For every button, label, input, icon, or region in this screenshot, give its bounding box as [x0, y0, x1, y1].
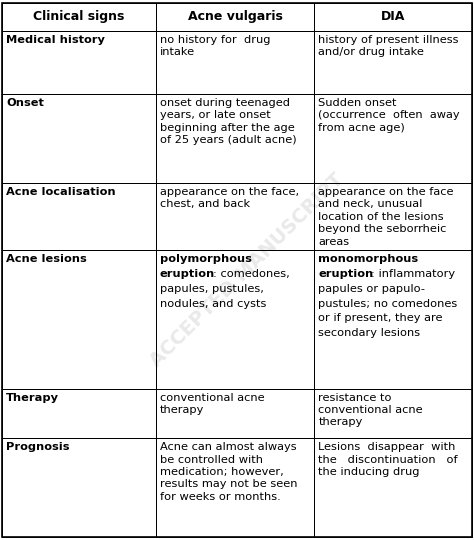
Bar	[2, 438, 155, 537]
Bar	[2, 389, 155, 438]
Bar	[155, 3, 314, 31]
Bar	[155, 31, 314, 94]
Bar	[155, 438, 314, 537]
Bar	[314, 183, 472, 250]
Bar	[155, 250, 314, 389]
Text: nodules, and cysts: nodules, and cysts	[160, 299, 266, 309]
Bar	[155, 94, 314, 183]
Bar	[314, 94, 472, 183]
Text: Acne vulgaris: Acne vulgaris	[188, 10, 283, 23]
Text: Lesions  disappear  with
the   discontinuation   of
the inducing drug: Lesions disappear with the discontinuati…	[319, 442, 458, 477]
Text: ACCEPTED MANUSCRIPT: ACCEPTED MANUSCRIPT	[146, 170, 347, 370]
Text: no history for  drug
intake: no history for drug intake	[160, 35, 270, 57]
Bar	[314, 3, 472, 31]
Text: Acne localisation: Acne localisation	[6, 187, 116, 197]
Text: appearance on the face
and neck, unusual
location of the lesions
beyond the sebo: appearance on the face and neck, unusual…	[319, 187, 454, 247]
Bar	[155, 183, 314, 250]
Bar	[2, 94, 155, 183]
Text: Prognosis: Prognosis	[6, 442, 70, 452]
Text: Acne lesions: Acne lesions	[6, 254, 87, 264]
Text: papules, pustules,: papules, pustules,	[160, 284, 264, 294]
Bar	[2, 31, 155, 94]
Text: polymorphous: polymorphous	[160, 254, 252, 264]
Text: papules or papulo-: papules or papulo-	[319, 284, 425, 294]
Text: eruption: eruption	[160, 269, 215, 279]
Text: conventional acne
therapy: conventional acne therapy	[160, 393, 264, 415]
Text: Onset: Onset	[6, 98, 44, 108]
Text: monomorphous: monomorphous	[319, 254, 419, 264]
Text: Sudden onset
(occurrence  often  away
from acne age): Sudden onset (occurrence often away from…	[319, 98, 460, 133]
Text: : comedones,: : comedones,	[212, 269, 289, 279]
Bar	[2, 3, 155, 31]
Bar	[314, 250, 472, 389]
Text: Medical history: Medical history	[6, 35, 105, 45]
Text: eruption: eruption	[319, 269, 374, 279]
Text: pustules; no comedones: pustules; no comedones	[319, 299, 457, 309]
Text: resistance to
conventional acne
therapy: resistance to conventional acne therapy	[319, 393, 423, 428]
Bar	[314, 31, 472, 94]
Text: : inflammatory: : inflammatory	[371, 269, 456, 279]
Text: secondary lesions: secondary lesions	[319, 328, 420, 338]
Text: or if present, they are: or if present, they are	[319, 313, 443, 323]
Bar	[2, 250, 155, 389]
Text: Clinical signs: Clinical signs	[33, 10, 125, 23]
Text: Acne can almost always
be controlled with
medication; however,
results may not b: Acne can almost always be controlled wit…	[160, 442, 297, 502]
Text: history of present illness
and/or drug intake: history of present illness and/or drug i…	[319, 35, 459, 57]
Bar	[155, 389, 314, 438]
Text: appearance on the face,
chest, and back: appearance on the face, chest, and back	[160, 187, 299, 210]
Text: DIA: DIA	[381, 10, 405, 23]
Bar	[314, 389, 472, 438]
Text: Therapy: Therapy	[6, 393, 59, 403]
Bar	[2, 183, 155, 250]
Bar	[314, 438, 472, 537]
Text: onset during teenaged
years, or late onset
beginning after the age
of 25 years (: onset during teenaged years, or late ons…	[160, 98, 296, 145]
